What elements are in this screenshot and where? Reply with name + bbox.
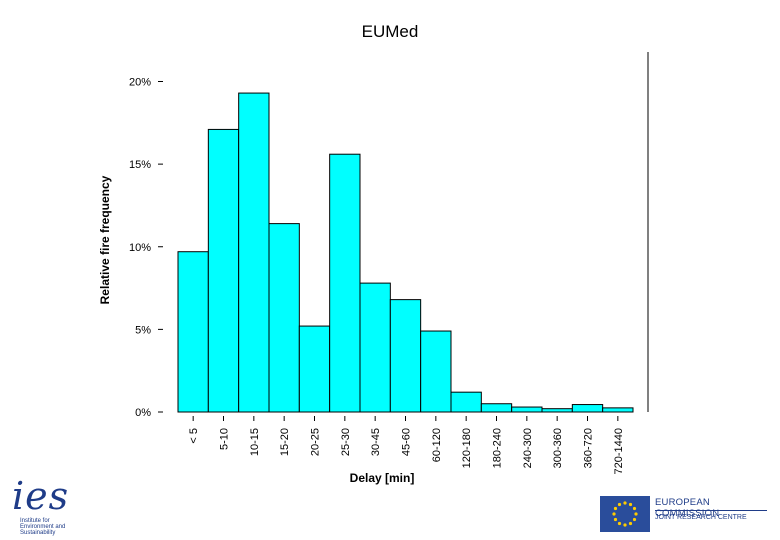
bar	[177, 251, 209, 413]
y-axis: 0% 5% 10% 15% 20%	[129, 77, 163, 419]
bar	[541, 408, 573, 413]
x-tick-label: 360-720	[583, 428, 595, 468]
x-tick-labels: < 5 5-10 10-15 15-20 20-25 25-30 30-45 45-60 60-…	[188, 416, 625, 475]
y-axis-label: Relative fire frequency	[98, 175, 112, 304]
eu-star	[613, 506, 618, 511]
x-axis-label: Delay [min]	[350, 471, 415, 485]
x-tick-label: 120-180	[461, 428, 473, 468]
x-tick-label: 180-240	[492, 428, 504, 468]
eu-star	[634, 512, 638, 516]
x-tick-label: 10-15	[249, 428, 261, 456]
ec-logo-title: EUROPEAN COMMISSION	[655, 497, 720, 519]
y-tick-label: 10%	[129, 242, 151, 254]
x-tick-label: 20-25	[310, 428, 322, 456]
eu-star	[628, 502, 633, 507]
bar	[329, 153, 361, 413]
ec-logo-subtitle: JOINT RESEARCH CENTRE	[655, 514, 747, 521]
bar	[602, 407, 634, 413]
eu-star	[623, 501, 627, 505]
ies-logo-text-line: Institute for	[20, 518, 50, 524]
bar	[359, 282, 391, 413]
bar	[298, 325, 331, 413]
y-tick-label: 20%	[129, 77, 151, 89]
x-tick-label: 720-1440	[613, 428, 625, 475]
bar	[389, 299, 422, 413]
eu-star	[617, 521, 622, 526]
bar	[420, 330, 452, 413]
eu-star	[617, 502, 622, 507]
y-tick-label: 0%	[135, 407, 151, 419]
ec-jrc-logo: EUROPEAN COMMISSION JOINT RESEARCH CENTR…	[600, 496, 770, 532]
eu-star	[632, 506, 637, 511]
x-tick-label: 45-60	[401, 428, 413, 456]
bar	[571, 404, 604, 413]
bars-group	[177, 92, 634, 413]
x-tick-label: 25-30	[340, 428, 352, 456]
eu-star	[613, 517, 618, 522]
eu-star	[612, 512, 616, 516]
x-tick-label: 300-360	[552, 428, 564, 468]
ies-logo-text: Institute for Environment and Sustainabi…	[20, 518, 90, 536]
x-tick-label: < 5	[188, 428, 200, 444]
bar	[480, 403, 513, 413]
y-tick-label: 5%	[135, 324, 151, 336]
eu-star	[628, 521, 633, 526]
ies-logo-mark: ies	[12, 474, 70, 518]
ies-logo: ies Institute for Environment and Sustai…	[8, 476, 98, 538]
bar	[268, 223, 300, 413]
x-tick-label: 15-20	[279, 428, 291, 456]
bar	[450, 391, 482, 413]
ies-logo-text-line: Sustainability	[20, 530, 56, 536]
bar	[238, 92, 270, 413]
x-tick-label: 240-300	[522, 428, 534, 468]
y-tick-label: 15%	[129, 159, 151, 171]
bar	[207, 128, 240, 413]
ies-logo-text-line: Environment and	[20, 524, 66, 530]
chart-title: EUMed	[361, 22, 419, 41]
bar	[511, 406, 543, 413]
eu-star	[623, 523, 627, 527]
eu-star	[632, 517, 637, 522]
eu-flag-icon	[600, 496, 650, 532]
x-tick-label: 30-45	[370, 428, 382, 456]
x-tick-label: 5-10	[219, 428, 231, 450]
ec-logo-divider	[655, 510, 767, 511]
x-tick-label: 60-120	[431, 428, 443, 462]
